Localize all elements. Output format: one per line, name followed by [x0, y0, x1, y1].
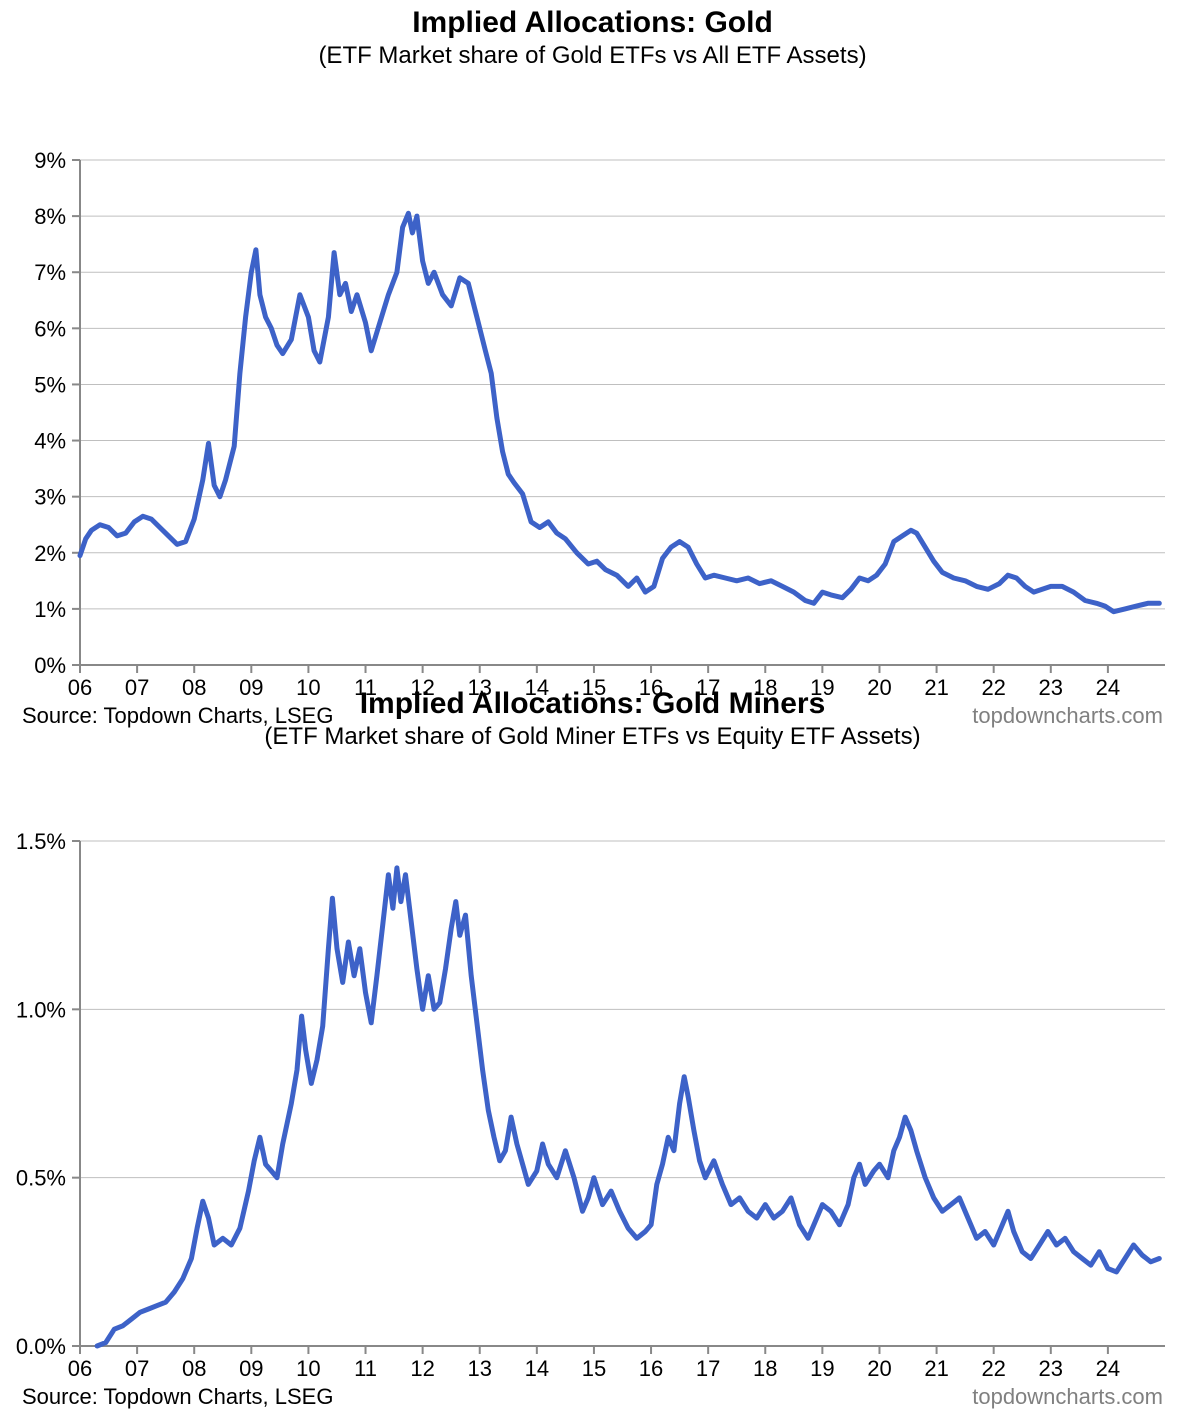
chart-svg-gold: 0%1%2%3%4%5%6%7%8%9%06070809101112131415… [0, 70, 1185, 701]
y-tick-label: 3% [34, 485, 66, 510]
y-tick-label: 1.0% [16, 997, 66, 1022]
y-tick-label: 7% [34, 260, 66, 285]
y-tick-label: 5% [34, 372, 66, 397]
panel-gold-miners: Implied Allocations: Gold Miners (ETF Ma… [0, 687, 1185, 1362]
x-tick-label: 19 [810, 1356, 834, 1381]
x-tick-label: 15 [582, 1356, 606, 1381]
x-tick-label: 09 [239, 1356, 263, 1381]
panel-gold: Implied Allocations: Gold (ETF Market sh… [0, 6, 1185, 681]
x-tick-label: 20 [867, 1356, 891, 1381]
y-tick-label: 1.5% [16, 829, 66, 854]
x-tick-label: 06 [68, 1356, 92, 1381]
chart-subtitle: (ETF Market share of Gold Miner ETFs vs … [0, 723, 1185, 751]
x-tick-label: 21 [924, 1356, 948, 1381]
x-tick-label: 12 [410, 1356, 434, 1381]
x-tick-label: 13 [467, 1356, 491, 1381]
y-tick-label: 9% [34, 148, 66, 173]
x-tick-label: 23 [1039, 1356, 1063, 1381]
y-tick-label: 4% [34, 429, 66, 454]
y-tick-label: 1% [34, 597, 66, 622]
x-tick-label: 16 [639, 1356, 663, 1381]
x-tick-label: 11 [354, 1356, 377, 1381]
x-tick-label: 22 [981, 1356, 1005, 1381]
attribution-text: topdowncharts.com [972, 1384, 1163, 1410]
x-tick-label: 07 [125, 1356, 149, 1381]
y-tick-label: 6% [34, 316, 66, 341]
chart-svg-miners: 0.0% 0.5% 1.0% 1.5% 06 07 08 09 10 11 12 13 14 15 16 17… [0, 751, 1185, 1382]
source-text: Source: Topdown Charts, LSEG [22, 1384, 333, 1410]
data-line [80, 213, 1159, 611]
y-tick-label: 2% [34, 541, 66, 566]
x-tick-label: 14 [525, 1356, 549, 1381]
data-line [97, 868, 1159, 1346]
y-tick-label: 0% [34, 653, 66, 678]
x-tick-label: 24 [1096, 1356, 1120, 1381]
chart-title: Implied Allocations: Gold [0, 6, 1185, 40]
x-tick-label: 17 [696, 1356, 720, 1381]
y-tick-label: 0.5% [16, 1166, 66, 1191]
chart-subtitle: (ETF Market share of Gold ETFs vs All ET… [0, 42, 1185, 70]
x-tick-label: 18 [753, 1356, 777, 1381]
y-tick-label: 8% [34, 204, 66, 229]
y-tick-label: 0.0% [16, 1334, 66, 1359]
chart-title: Implied Allocations: Gold Miners [0, 687, 1185, 721]
x-tick-label: 08 [182, 1356, 206, 1381]
x-tick-label: 10 [296, 1356, 320, 1381]
